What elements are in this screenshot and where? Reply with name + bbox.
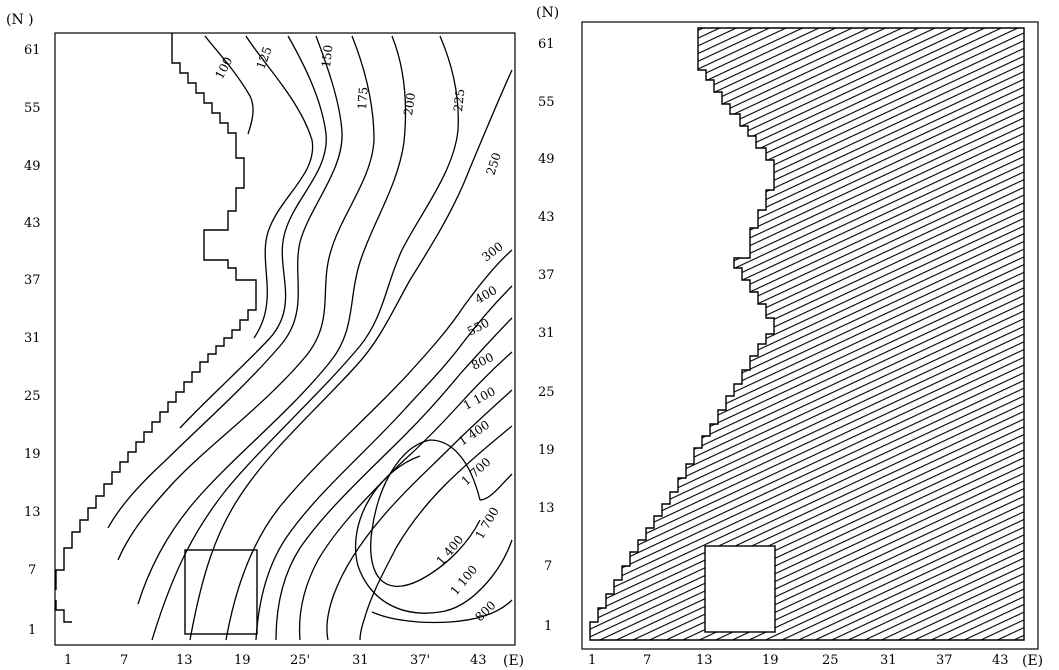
x-tick-label: 25' <box>290 653 310 668</box>
right-x-axis-label: (E) <box>1022 653 1043 669</box>
contour-label: 125 <box>254 45 275 71</box>
contour-label: 200 <box>401 92 418 117</box>
y-tick-label: 25 <box>24 389 41 404</box>
y-tick-label: 31 <box>538 326 555 341</box>
left-map-frame <box>54 32 516 646</box>
contour-label: 1 400 <box>434 533 467 568</box>
y-tick-label: 19 <box>538 443 555 458</box>
x-tick-label: 19 <box>234 653 251 668</box>
contour-label: 175 <box>355 86 371 110</box>
y-tick-label: 19 <box>24 447 41 462</box>
x-tick-label: 13 <box>176 653 193 668</box>
contour-label: 1 700 <box>472 505 501 542</box>
right-y-axis-label: (N) <box>536 5 559 21</box>
y-tick-label: 61 <box>538 37 555 52</box>
left-blank-square <box>184 549 258 635</box>
right-map-frame <box>581 21 1039 650</box>
contour-label: 800 <box>469 350 496 373</box>
y-tick-label: 1 <box>544 619 552 634</box>
contour-label: 550 <box>465 316 492 339</box>
left-map: 100 125 150 175 200 225 250 300 400 550 … <box>6 12 524 669</box>
y-tick-label: 37 <box>24 273 41 288</box>
x-tick-label: 13 <box>696 653 713 668</box>
x-tick-label: 43 <box>470 653 487 668</box>
y-tick-label: 55 <box>538 95 555 110</box>
y-tick-label: 37 <box>538 268 555 283</box>
x-tick-label: 37' <box>410 653 430 668</box>
x-tick-label: 31 <box>352 653 369 668</box>
right-hatched-region <box>589 27 1025 641</box>
y-tick-label: 13 <box>24 505 41 520</box>
right-x-ticks: 1 7 13 19 25 31 37 43 <box>588 653 1009 668</box>
y-tick-label: 43 <box>538 210 555 225</box>
contour-label: 800 <box>472 598 498 624</box>
y-tick-label: 49 <box>24 159 41 174</box>
contour-label: 225 <box>451 88 467 112</box>
contour-label: 1 100 <box>448 563 481 598</box>
right-y-ticks: 61 55 49 43 37 31 25 19 13 7 1 <box>538 37 555 634</box>
left-y-axis-label: (N ) <box>6 12 34 28</box>
contour-label: 100 <box>212 55 235 82</box>
left-x-axis-label: (E) <box>503 653 524 669</box>
x-tick-label: 19 <box>762 653 779 668</box>
contour-label: 250 <box>484 151 504 177</box>
y-tick-label: 13 <box>538 501 555 516</box>
x-tick-label: 43 <box>992 653 1009 668</box>
contour-label: 1 400 <box>456 418 492 449</box>
y-tick-label: 25 <box>538 385 555 400</box>
y-tick-label: 43 <box>24 216 41 231</box>
y-tick-label: 1 <box>28 623 36 638</box>
y-tick-label: 49 <box>538 152 555 167</box>
y-tick-label: 7 <box>28 563 36 578</box>
left-y-ticks: 61 55 49 43 37 31 25 19 13 7 1 <box>24 43 41 638</box>
x-tick-label: 1 <box>64 653 72 668</box>
left-contours <box>107 35 513 641</box>
x-tick-label: 37 <box>936 653 953 668</box>
x-tick-label: 7 <box>120 653 128 668</box>
x-tick-label: 25 <box>822 653 839 668</box>
contour-label: 150 <box>319 44 335 68</box>
y-tick-label: 31 <box>24 331 41 346</box>
x-tick-label: 31 <box>880 653 897 668</box>
y-tick-label: 7 <box>544 559 552 574</box>
y-tick-label: 55 <box>24 101 41 116</box>
x-tick-label: 1 <box>588 653 596 668</box>
right-map: 61 55 49 43 37 31 25 19 13 7 1 1 7 13 19… <box>536 5 1043 669</box>
right-blank-square <box>704 545 776 633</box>
y-tick-label: 61 <box>24 43 41 58</box>
left-coastline <box>55 33 257 590</box>
contour-label: 300 <box>479 239 506 264</box>
left-x-ticks: 1 7 13 19 25' 31 37' 43 <box>64 653 487 668</box>
x-tick-label: 7 <box>643 653 651 668</box>
